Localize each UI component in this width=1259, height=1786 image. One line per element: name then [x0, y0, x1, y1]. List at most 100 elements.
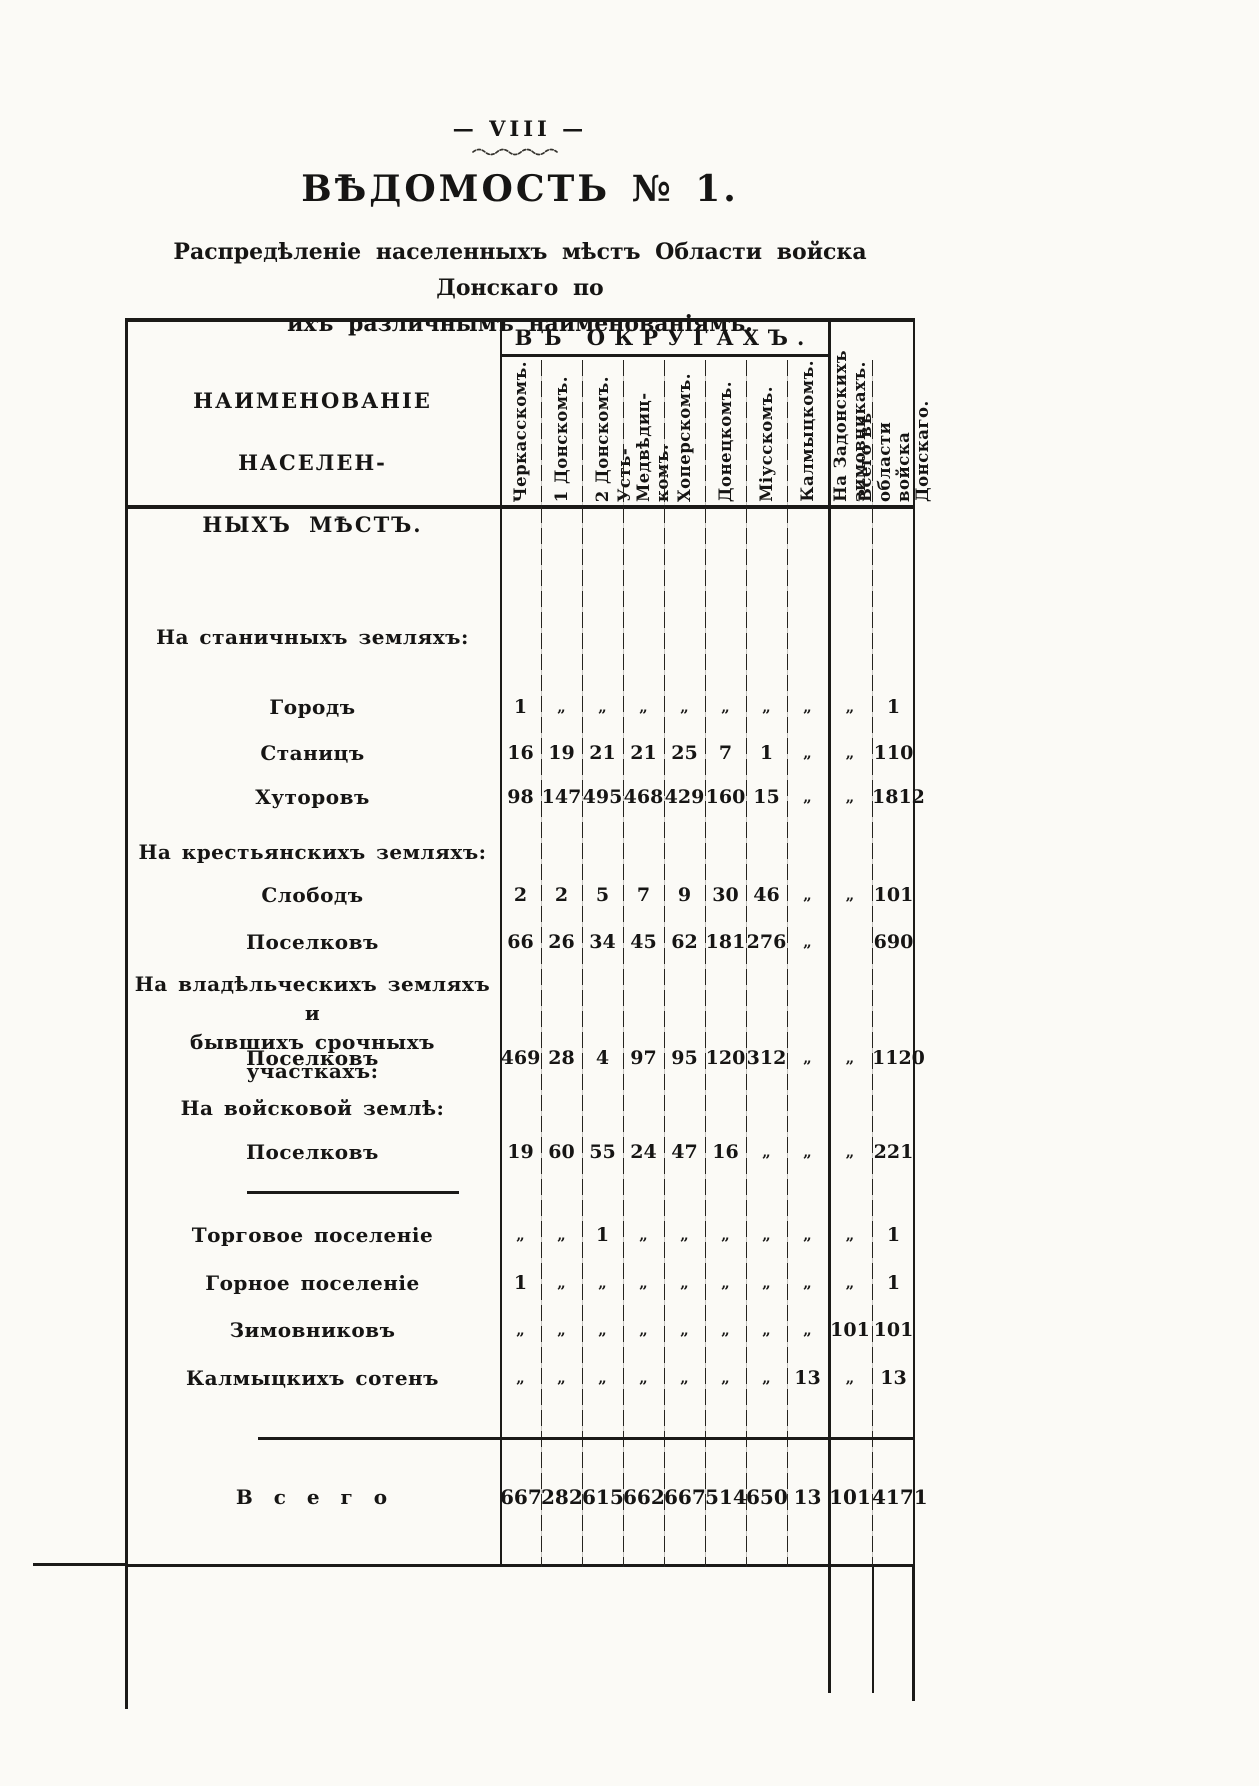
zadonsk-line-extension [828, 1567, 831, 1693]
column-gridline [582, 360, 584, 1567]
cell-value: 62 [671, 931, 698, 953]
cell-value: „ [680, 1274, 689, 1292]
cell-value: 13 [793, 1485, 822, 1509]
group-header-rule [500, 354, 828, 357]
cell-value: „ [762, 698, 771, 716]
cell-value: 66 [507, 931, 534, 953]
section-row: На станичныхъ земляхъ: [125, 622, 915, 652]
column-header-label: Черкасскомъ. [511, 360, 530, 502]
cell-value: 97 [630, 1047, 657, 1069]
cell-value: 55 [589, 1141, 616, 1163]
cell-value: 4171 [872, 1485, 928, 1509]
short-divider-rule [247, 1191, 459, 1194]
table-row: Городъ 1 „ „ „ „ „ „ „ „ 1 [125, 692, 915, 722]
cell-value: 181 [705, 931, 746, 953]
cell-value: 101 [873, 1319, 914, 1341]
cell-value: 160 [705, 786, 746, 808]
cell-value: 46 [753, 884, 780, 906]
cell-value: „ [803, 788, 812, 806]
cell-value: „ [803, 1321, 812, 1339]
cell-value: „ [639, 698, 648, 716]
cell-value: 495 [582, 786, 623, 808]
cell-value: „ [803, 1049, 812, 1067]
cell-value: 13 [794, 1367, 821, 1389]
table-row: Слободъ 2 2 5 7 9 30 46 „ „ 101 [125, 880, 915, 910]
table-row: Калмыцкихъ сотенъ „ „ „ „ „ „ „ 13 „ 13 [125, 1363, 915, 1393]
table-row: Станицъ 16 19 21 21 25 7 1 „ „ 110 [125, 738, 915, 768]
cell-value: „ [845, 1274, 855, 1292]
column-header-label: Міусскомъ. [757, 386, 776, 502]
cell-value: „ [762, 1369, 771, 1387]
table-bottom-border [125, 1564, 915, 1567]
cell-value: „ [803, 933, 812, 951]
table-row: Хуторовъ 98 147 495 468 429 160 15 „ „ 1812 [125, 782, 925, 812]
cell-value: „ [516, 1321, 525, 1339]
label-column-separator [500, 318, 503, 1567]
cell-value: „ [639, 1274, 648, 1292]
cell-value: 47 [671, 1141, 698, 1163]
row-label: На войсковой землѣ: [180, 1095, 445, 1120]
cell-value: 1 [595, 1224, 610, 1246]
cell-value: 21 [630, 742, 657, 764]
cell-value: 45 [630, 931, 657, 953]
column-gridline [664, 360, 666, 1567]
cell-value: „ [680, 1321, 689, 1339]
cell-value: 514 [705, 1485, 747, 1509]
cell-value: „ [557, 1369, 566, 1387]
cell-value: 95 [671, 1047, 698, 1069]
row-label: Горное поселеніе [205, 1270, 420, 1295]
cell-value: 101 [873, 884, 914, 906]
cell-value: 5 [595, 884, 610, 906]
cell-value: „ [803, 1143, 812, 1161]
cell-value: „ [762, 1143, 771, 1161]
cell-value: 690 [873, 931, 914, 953]
cell-value: „ [845, 788, 855, 806]
cell-value: 1 [513, 1272, 528, 1294]
cell-value: 1 [886, 1224, 901, 1246]
cell-value: „ [598, 1321, 607, 1339]
section-row: На крестьянскихъ земляхъ: [125, 837, 915, 867]
table-row: Поселковъ 469 28 4 97 95 120 312 „ „ 1120 [125, 1043, 925, 1073]
cell-value: 221 [873, 1141, 914, 1163]
column-gridline [623, 360, 625, 1567]
cell-value: „ [762, 1321, 771, 1339]
cell-value: „ [557, 1274, 566, 1292]
cell-value: „ [721, 1321, 730, 1339]
row-label: Поселковъ [246, 1045, 379, 1070]
cell-value: 1 [886, 696, 901, 718]
column-header: Хоперскомъ. [664, 362, 705, 502]
squiggle-rule-icon [472, 148, 558, 156]
doc-title: ВѢДОМОСТЬ № 1. [301, 168, 739, 210]
cell-value: 60 [548, 1141, 575, 1163]
cell-value: 101 [829, 1485, 871, 1509]
row-label: Поселковъ [246, 1139, 379, 1164]
cell-value: „ [639, 1321, 648, 1339]
cell-value: 34 [589, 931, 616, 953]
cell-value: „ [845, 698, 855, 716]
cell-value: „ [680, 698, 689, 716]
cell-value: 282 [541, 1485, 583, 1509]
cell-value: 26 [548, 931, 575, 953]
cell-value: 2 [554, 884, 569, 906]
column-header: Донецкомъ. [705, 362, 746, 502]
cell-value: „ [845, 886, 855, 904]
cell-value: „ [557, 1226, 566, 1244]
column-header-label: Калмыцкомъ. [798, 360, 817, 502]
column-header-label: Всего въ области войска Донскаго. [855, 400, 932, 502]
cell-value: 30 [712, 884, 739, 906]
cell-value: 9 [677, 884, 692, 906]
cell-value: 120 [705, 1047, 746, 1069]
cell-value: 7 [636, 884, 651, 906]
cell-value: „ [557, 698, 566, 716]
section-row: На войсковой землѣ: [125, 1093, 915, 1123]
cell-value: „ [845, 744, 855, 762]
cell-value: „ [721, 698, 730, 716]
column-header-label: Донецкомъ. [716, 380, 735, 502]
cell-value: 7 [718, 742, 733, 764]
cell-value: 28 [548, 1047, 575, 1069]
cell-value: 312 [746, 1047, 787, 1069]
cell-value: 21 [589, 742, 616, 764]
cell-value: „ [845, 1226, 855, 1244]
cell-value: 276 [746, 931, 787, 953]
